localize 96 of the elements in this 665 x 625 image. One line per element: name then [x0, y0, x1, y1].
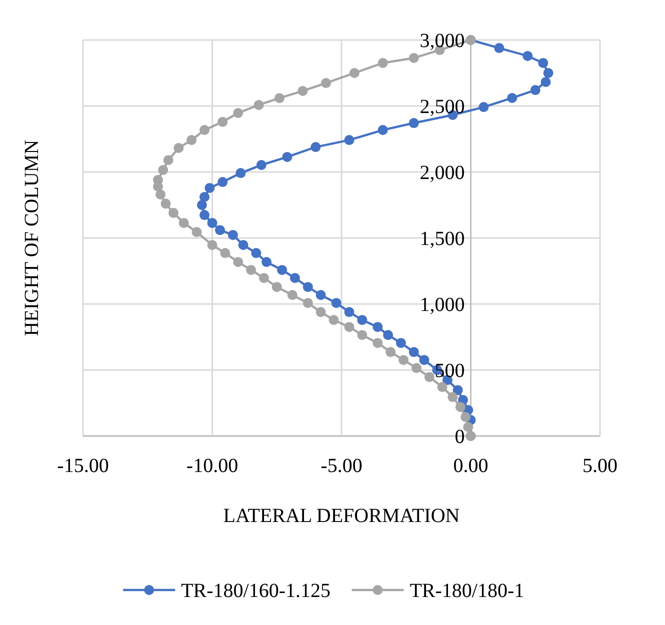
point [372, 322, 383, 332]
point [207, 218, 218, 228]
point [383, 330, 394, 340]
point [408, 52, 419, 63]
point [530, 85, 540, 96]
point [378, 58, 388, 68]
point [251, 248, 262, 258]
point [494, 43, 504, 54]
point [437, 382, 448, 392]
y-tick-label: 2,500 [420, 96, 465, 118]
point [196, 200, 207, 210]
point [316, 290, 326, 300]
point [218, 177, 228, 188]
point [215, 225, 226, 236]
point [254, 100, 264, 110]
point [344, 322, 354, 332]
point [199, 125, 210, 136]
point [238, 240, 248, 250]
point [256, 160, 266, 170]
point [272, 282, 282, 292]
point [463, 422, 474, 432]
point [478, 102, 489, 112]
point [228, 230, 238, 240]
point [282, 152, 292, 162]
point [396, 338, 406, 348]
point [344, 135, 354, 146]
point [386, 347, 396, 358]
y-tick-label: 1,500 [420, 228, 465, 250]
point [344, 307, 354, 318]
point [152, 174, 163, 185]
point [178, 218, 189, 228]
point [540, 76, 551, 87]
x-tick-label: -15.00 [57, 455, 109, 477]
point [160, 198, 171, 209]
point [192, 227, 202, 238]
y-tick-label: 0 [454, 426, 465, 448]
point [448, 392, 458, 402]
x-tick-label: -5.00 [320, 455, 362, 477]
point [419, 354, 430, 365]
x-axis-title: LATERAL DEFORMATION [223, 505, 460, 527]
point [277, 264, 288, 275]
point [411, 363, 422, 374]
point [320, 78, 331, 88]
point [522, 50, 533, 61]
point [218, 116, 228, 127]
point [186, 135, 197, 146]
point [302, 298, 313, 308]
point [357, 330, 368, 340]
point [455, 402, 466, 412]
point [331, 298, 342, 308]
point [233, 108, 244, 118]
point [328, 314, 339, 325]
point [274, 93, 284, 104]
point [398, 354, 409, 365]
point [220, 248, 230, 258]
y-tick-label: 1,000 [420, 294, 465, 316]
x-tick-label: 5.00 [582, 455, 618, 477]
x-tick-label: -10.00 [186, 455, 238, 477]
x-tick-label: 0.00 [453, 455, 488, 477]
point [199, 210, 210, 220]
point [538, 58, 548, 68]
point [156, 189, 166, 200]
point [460, 412, 471, 422]
point [168, 208, 178, 218]
point [310, 142, 321, 152]
point [298, 86, 308, 96]
point [507, 92, 518, 103]
legend-label: TR-180/180-1 [410, 580, 524, 602]
y-axis-title: HEIGHT OF COLUMN [21, 140, 43, 336]
point [378, 125, 388, 136]
point [424, 372, 434, 382]
point [158, 165, 168, 176]
point [357, 314, 368, 325]
point [290, 273, 300, 283]
point [233, 257, 244, 268]
point [302, 282, 313, 292]
point [207, 240, 218, 250]
point [258, 273, 269, 283]
point [543, 68, 554, 78]
point [236, 168, 246, 178]
legend-label: TR-180/160-1.125 [181, 580, 331, 602]
point [287, 290, 298, 300]
point [174, 142, 184, 153]
point [163, 155, 174, 166]
y-tick-label: 3,000 [420, 30, 465, 52]
point [349, 68, 360, 78]
y-tick-label: 2,000 [420, 162, 465, 184]
point [204, 182, 215, 193]
point [408, 118, 419, 128]
point [408, 347, 419, 358]
point [262, 257, 272, 268]
point [246, 264, 256, 275]
point [199, 192, 210, 202]
point [316, 307, 326, 318]
point [452, 385, 463, 396]
point [372, 338, 383, 348]
